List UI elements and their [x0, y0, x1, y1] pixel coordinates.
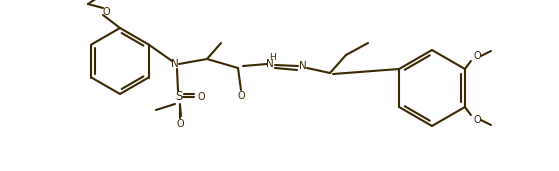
- Text: O: O: [102, 7, 110, 17]
- Text: O: O: [176, 119, 184, 129]
- Text: N: N: [299, 61, 307, 71]
- Text: O: O: [473, 51, 481, 61]
- Text: H: H: [269, 52, 276, 62]
- Text: O: O: [237, 91, 245, 101]
- Text: N: N: [266, 59, 274, 69]
- Text: N: N: [171, 59, 179, 69]
- Text: O: O: [473, 115, 481, 125]
- Text: O: O: [197, 92, 205, 102]
- Text: S: S: [176, 90, 183, 103]
